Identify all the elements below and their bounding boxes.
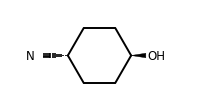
Text: N: N [26,50,35,62]
Polygon shape [131,54,146,58]
Text: OH: OH [147,50,165,62]
